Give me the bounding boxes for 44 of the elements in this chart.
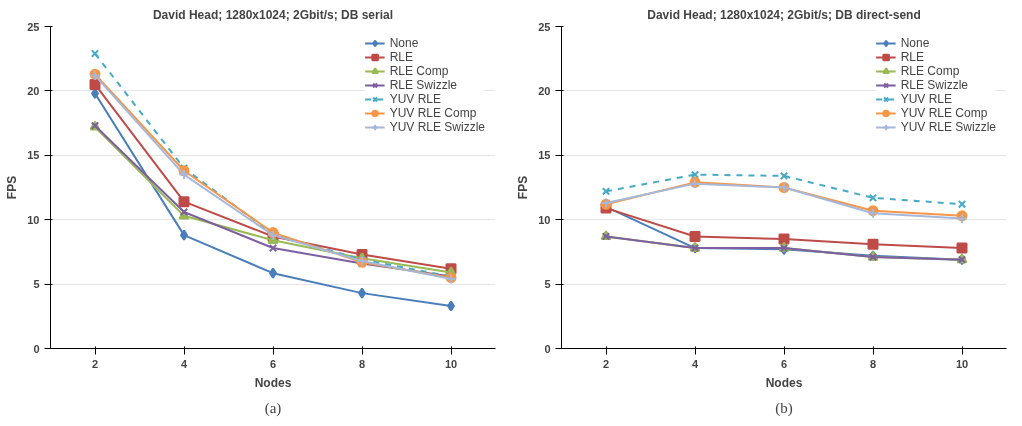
legend-label: YUV RLE Swizzle — [900, 120, 996, 134]
y-tick-label: 10 — [27, 213, 40, 226]
y-tick-label: 10 — [538, 213, 551, 226]
x-tick-label: 4 — [691, 357, 699, 370]
x-axis-title: Nodes — [254, 375, 292, 390]
y-axis-title: FPS — [5, 175, 20, 200]
y-tick-label: 0 — [544, 342, 551, 355]
legend-label: YUV RLE — [900, 92, 952, 106]
y-tick-label: 5 — [544, 278, 551, 291]
x-tick-label: 6 — [780, 357, 788, 370]
x-tick-label: 2 — [602, 357, 610, 370]
legend-label: YUV RLE Comp — [389, 106, 477, 120]
legend-label: None — [389, 36, 419, 50]
legend-label: None — [900, 36, 930, 50]
y-tick-label: 20 — [27, 84, 40, 97]
y-tick-label: 20 — [538, 84, 551, 97]
y-axis-title: FPS — [516, 175, 531, 200]
x-tick-label: 10 — [444, 357, 458, 370]
x-tick-label: 4 — [180, 357, 188, 370]
y-tick-label: 15 — [538, 149, 551, 162]
legend-label: RLE — [900, 50, 924, 64]
x-axis-title: Nodes — [765, 375, 803, 390]
x-tick-label: 8 — [358, 357, 366, 370]
text: (a) — [264, 399, 282, 417]
x-tick-label: 2 — [91, 357, 99, 370]
legend-label: RLE Comp — [900, 64, 960, 78]
y-tick-label: 15 — [27, 149, 40, 162]
legend-label: RLE Swizzle — [389, 78, 457, 92]
text: (b) — [775, 399, 793, 417]
legend-label: YUV RLE Swizzle — [389, 120, 485, 134]
y-tick-label: 5 — [33, 278, 40, 291]
legend-label: RLE Comp — [389, 64, 449, 78]
chart-title: David Head; 1280x1024; 2Gbit/s; DB direct-send — [647, 7, 921, 22]
legend-label: RLE Swizzle — [900, 78, 968, 92]
legend-label: RLE — [389, 50, 413, 64]
y-tick-label: 25 — [538, 20, 551, 33]
y-tick-label: 0 — [33, 342, 40, 355]
legend-label: YUV RLE — [389, 92, 441, 106]
x-tick-label: 8 — [869, 357, 877, 370]
chart-title: David Head; 1280x1024; 2Gbit/s; DB serial — [152, 7, 394, 22]
legend-label: YUV RLE Comp — [900, 106, 988, 120]
x-tick-label: 6 — [269, 357, 277, 370]
x-tick-label: 10 — [955, 357, 969, 370]
y-tick-label: 25 — [27, 20, 40, 33]
